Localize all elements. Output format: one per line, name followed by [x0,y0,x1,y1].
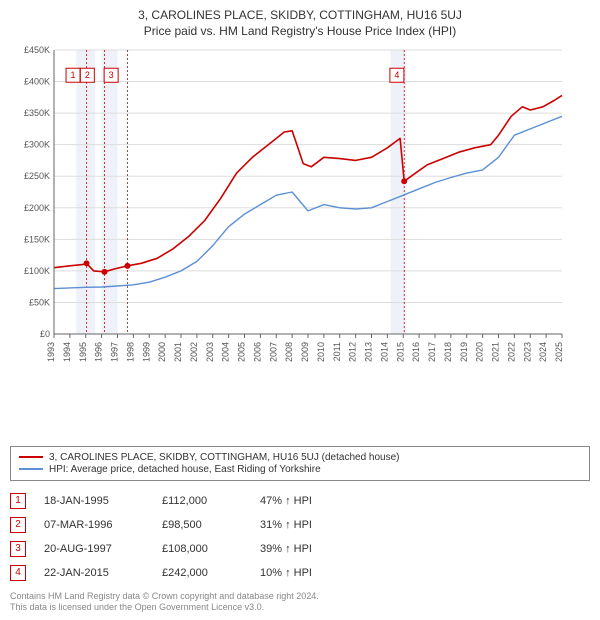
svg-text:2021: 2021 [491,342,501,362]
footer-line-1: Contains HM Land Registry data © Crown c… [10,591,590,603]
transaction-hpi: 31% ↑ HPI [260,519,370,531]
svg-text:2002: 2002 [189,342,199,362]
svg-text:2008: 2008 [284,342,294,362]
marker-box: 1 [10,493,26,509]
svg-text:4: 4 [394,70,399,80]
transaction-price: £112,000 [162,495,242,507]
title-line-2: Price paid vs. HM Land Registry's House … [10,24,590,38]
svg-text:£450K: £450K [24,45,50,55]
marker-box: 4 [10,565,26,581]
svg-text:£100K: £100K [24,266,50,276]
svg-text:1994: 1994 [62,342,72,362]
chart-svg: £0 £50K £100K £150K £200K £250K £300K £350K £400… [10,44,570,374]
svg-text:1996: 1996 [94,342,104,362]
svg-text:2014: 2014 [379,342,389,362]
svg-text:1997: 1997 [110,342,120,362]
chart-container: 3, CAROLINES PLACE, SKIDBY, COTTINGHAM, … [0,0,600,620]
title-line-1: 3, CAROLINES PLACE, SKIDBY, COTTINGHAM, … [10,8,590,22]
svg-text:2015: 2015 [395,342,405,362]
svg-text:2009: 2009 [300,342,310,362]
svg-text:£350K: £350K [24,108,50,118]
legend-swatch [19,468,43,470]
transaction-date: 07-MAR-1996 [44,519,144,531]
svg-text:2023: 2023 [522,342,532,362]
table-row: 4 22-JAN-2015 £242,000 10% ↑ HPI [10,561,590,585]
legend-label: HPI: Average price, detached house, East… [49,464,321,475]
transaction-price: £108,000 [162,543,242,555]
table-row: 3 20-AUG-1997 £108,000 39% ↑ HPI [10,537,590,561]
svg-text:2010: 2010 [316,342,326,362]
legend-item: HPI: Average price, detached house, East… [19,464,581,475]
svg-text:1999: 1999 [141,342,151,362]
svg-text:2011: 2011 [332,342,342,361]
svg-text:£50K: £50K [29,297,50,307]
svg-text:1993: 1993 [46,342,56,362]
svg-text:2013: 2013 [364,342,374,362]
svg-text:2017: 2017 [427,342,437,362]
svg-text:2007: 2007 [268,342,278,362]
marker-box: 2 [10,517,26,533]
svg-text:2005: 2005 [237,342,247,362]
svg-text:2020: 2020 [475,342,485,362]
svg-text:£250K: £250K [24,171,50,181]
transactions-table: 1 18-JAN-1995 £112,000 47% ↑ HPI 2 07-MA… [10,489,590,585]
footer: Contains HM Land Registry data © Crown c… [10,591,590,614]
transaction-date: 22-JAN-2015 [44,567,144,579]
svg-text:1995: 1995 [78,342,88,362]
svg-text:1: 1 [71,70,76,80]
legend-item: 3, CAROLINES PLACE, SKIDBY, COTTINGHAM, … [19,452,581,463]
svg-text:£200K: £200K [24,203,50,213]
svg-text:2022: 2022 [506,342,516,362]
transaction-price: £242,000 [162,567,242,579]
svg-text:2025: 2025 [554,342,564,362]
svg-text:2019: 2019 [459,342,469,362]
svg-text:1998: 1998 [125,342,135,362]
transaction-date: 18-JAN-1995 [44,495,144,507]
titles: 3, CAROLINES PLACE, SKIDBY, COTTINGHAM, … [10,8,590,38]
transaction-hpi: 10% ↑ HPI [260,567,370,579]
footer-line-2: This data is licensed under the Open Gov… [10,602,590,614]
legend-label: 3, CAROLINES PLACE, SKIDBY, COTTINGHAM, … [49,452,400,463]
svg-text:2012: 2012 [348,342,358,362]
svg-text:2001: 2001 [173,342,183,362]
svg-text:2018: 2018 [443,342,453,362]
table-row: 1 18-JAN-1995 £112,000 47% ↑ HPI [10,489,590,513]
svg-text:2016: 2016 [411,342,421,362]
legend: 3, CAROLINES PLACE, SKIDBY, COTTINGHAM, … [10,446,590,481]
svg-text:£0: £0 [40,329,50,339]
svg-text:£150K: £150K [24,234,50,244]
transaction-hpi: 47% ↑ HPI [260,495,370,507]
svg-text:2006: 2006 [252,342,262,362]
svg-text:2024: 2024 [538,342,548,362]
table-row: 2 07-MAR-1996 £98,500 31% ↑ HPI [10,513,590,537]
transaction-hpi: 39% ↑ HPI [260,543,370,555]
svg-text:2000: 2000 [157,342,167,362]
transaction-price: £98,500 [162,519,242,531]
marker-box: 3 [10,541,26,557]
legend-swatch [19,456,43,458]
svg-text:2004: 2004 [221,342,231,362]
svg-text:2: 2 [85,70,90,80]
svg-text:3: 3 [109,70,114,80]
chart-area: £0 £50K £100K £150K £200K £250K £300K £350K £400… [10,44,590,440]
transaction-date: 20-AUG-1997 [44,543,144,555]
svg-text:2003: 2003 [205,342,215,362]
svg-text:£400K: £400K [24,77,50,87]
svg-text:£300K: £300K [24,140,50,150]
